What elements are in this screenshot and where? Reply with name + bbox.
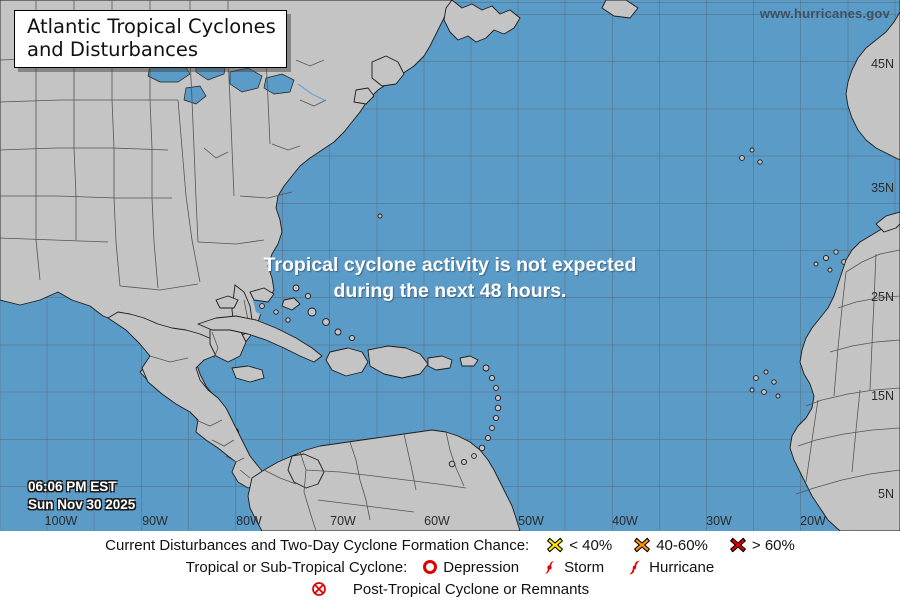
legend-item-hurricane: Hurricane bbox=[626, 559, 714, 576]
lon-label-100w: 100W bbox=[44, 514, 78, 528]
legend-row-cyclone: Tropical or Sub-Tropical Cyclone: Depres… bbox=[0, 556, 900, 578]
legend-item-medium-chance: 40-60% bbox=[634, 537, 708, 554]
map-legend: Current Disturbances and Two-Day Cyclone… bbox=[0, 531, 900, 601]
legend-label-post-tropical: Post-Tropical Cyclone or Remnants bbox=[352, 580, 590, 598]
lat-label-25n: 25N bbox=[871, 290, 894, 304]
legend-row-formation: Current Disturbances and Two-Day Cyclone… bbox=[0, 534, 900, 556]
formation-chance-label: Current Disturbances and Two-Day Cyclone… bbox=[105, 536, 530, 554]
legend-row-post-tropical: Post-Tropical Cyclone or Remnants bbox=[0, 578, 900, 600]
legend-label-low-chance: < 40% bbox=[569, 536, 613, 554]
map-title-line2: and Disturbances bbox=[27, 37, 199, 61]
x-mark-orange-icon bbox=[634, 537, 651, 553]
map-title-box: Atlantic Tropical Cyclones and Disturban… bbox=[14, 10, 287, 69]
issuance-timestamp: 06:06 PM EST Sun Nov 30 2025 bbox=[28, 478, 135, 514]
legend-item-storm: Storm bbox=[541, 559, 604, 576]
legend-label-hurricane: Hurricane bbox=[649, 558, 715, 576]
storm-cyclone-icon bbox=[545, 560, 555, 574]
lat-label-45n: 45N bbox=[871, 57, 894, 71]
lon-label-20w: 20W bbox=[800, 514, 826, 528]
legend-label-storm: Storm bbox=[564, 558, 605, 576]
post-tropical-circle-x-icon bbox=[312, 582, 326, 596]
outlook-message-line2: during the next 48 hours. bbox=[333, 279, 567, 302]
x-mark-yellow-icon bbox=[547, 537, 564, 553]
lon-label-40w: 40W bbox=[612, 514, 638, 528]
legend-label-high-chance: > 60% bbox=[751, 536, 795, 554]
lon-label-70w: 70W bbox=[330, 514, 356, 528]
lon-label-80w: 80W bbox=[236, 514, 262, 528]
lon-label-30w: 30W bbox=[706, 514, 732, 528]
legend-label-medium-chance: 40-60% bbox=[656, 536, 708, 554]
lat-label-35n: 35N bbox=[871, 181, 894, 195]
legend-item-low-chance: < 40% bbox=[547, 537, 612, 554]
map-title-line1: Atlantic Tropical Cyclones bbox=[27, 15, 276, 38]
atlantic-basin-map[interactable]: 45N 35N 25N 15N 5N 100W 90W 80W 70W 60W … bbox=[0, 0, 900, 531]
legend-label-depression: Depression bbox=[443, 558, 520, 576]
legend-item-high-chance: > 60% bbox=[730, 537, 795, 554]
cyclone-type-label: Tropical or Sub-Tropical Cyclone: bbox=[185, 558, 408, 576]
legend-item-depression: Depression bbox=[423, 559, 519, 576]
lon-label-90w: 90W bbox=[142, 514, 168, 528]
lat-label-5n: 5N bbox=[878, 487, 894, 501]
lon-label-60w: 60W bbox=[424, 514, 450, 528]
coastline-geometry bbox=[0, 0, 900, 531]
outlook-message: Tropical cyclone activity is not expecte… bbox=[0, 253, 900, 305]
depression-circle-icon bbox=[423, 560, 438, 574]
lat-label-15n: 15N bbox=[871, 389, 894, 403]
x-mark-red-icon bbox=[730, 537, 746, 553]
lon-label-50w: 50W bbox=[518, 514, 544, 528]
site-watermark: www.hurricanes.gov bbox=[759, 6, 890, 21]
timestamp-time: 06:06 PM EST bbox=[28, 479, 117, 494]
hurricane-cyclone-icon bbox=[629, 560, 640, 574]
timestamp-date: Sun Nov 30 2025 bbox=[28, 497, 136, 513]
legend-item-post-tropical: Post-Tropical Cyclone or Remnants bbox=[311, 581, 589, 598]
outlook-message-line1: Tropical cyclone activity is not expecte… bbox=[263, 254, 637, 276]
